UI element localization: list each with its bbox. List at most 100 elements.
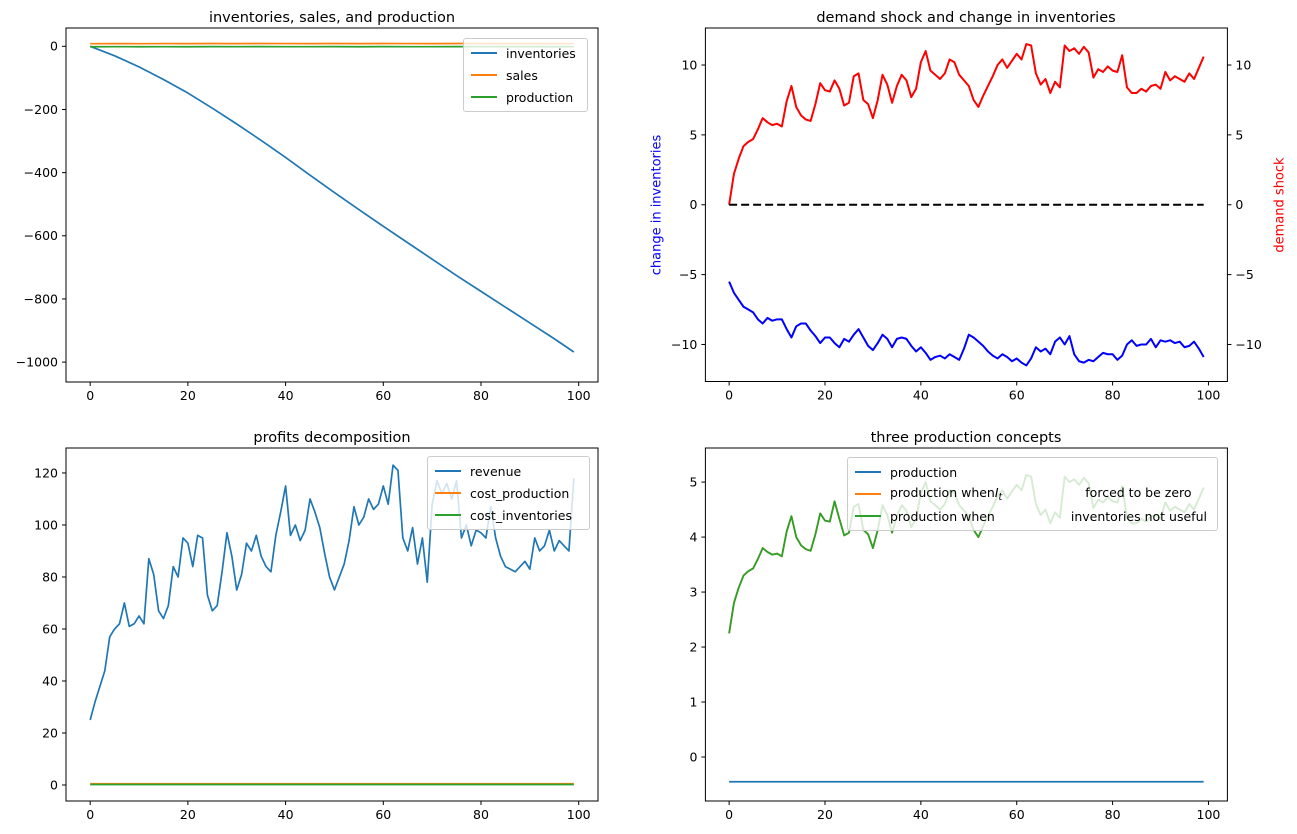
chart-title-production-concepts: three production concepts [870, 430, 1062, 446]
y-tick-label: 10 [681, 57, 697, 72]
x-tick-label: 60 [375, 388, 391, 403]
chart-title-demand-shock: demand shock and change in inventories [816, 10, 1116, 26]
line-inventories [89, 45, 575, 353]
x-tick-label: 40 [278, 807, 294, 822]
y-tick-label: 120 [34, 465, 58, 480]
y-tick-label: −800 [24, 291, 58, 306]
legend-inventories: inventories sales production [463, 38, 588, 112]
y-tick-label: −5 [679, 267, 697, 282]
y-tick-label: 0 [50, 777, 58, 792]
x-tick-label: 60 [1009, 388, 1025, 403]
legend-entry: production [471, 88, 579, 106]
legend-label: inventories [506, 45, 576, 61]
y-tick-label: 100 [34, 517, 58, 532]
x-tick-label: 80 [1105, 388, 1121, 403]
legend-line-sample [855, 471, 881, 473]
legend-line-sample [435, 492, 461, 494]
y-axis-label-change-in-inventories: change in inventories [649, 134, 665, 276]
x-tick-label: 80 [1105, 807, 1121, 822]
legend-line-sample [471, 52, 497, 54]
y-tick-label: −200 [24, 102, 58, 117]
legend-entry: production when It forced to be zero [855, 485, 1209, 503]
y-tick-label-right: 10 [1235, 57, 1251, 72]
axes-spines [65, 27, 599, 383]
x-tick-label: 20 [180, 388, 196, 403]
legend-entry: production when inventories not useful [855, 507, 1209, 525]
y-tick-label: −1000 [16, 354, 58, 369]
subplot-demand-shock: 0 20 40 60 80 100 10 5 0 −5 −10 10 5 0 −5 −10 demand sh… [648, 0, 1297, 417]
chart-title-inventories: inventories, sales, and production [208, 10, 456, 26]
y-tick-label: 0 [689, 197, 697, 212]
legend-production-concepts: production production when It forced to be… [847, 457, 1218, 531]
subplot-three-production-concepts: 0 20 40 60 80 100 0 1 2 3 4 5 three production conc… [648, 417, 1297, 834]
x-tick-label: 0 [725, 388, 733, 403]
legend-line-sample [855, 515, 881, 517]
y-tick-label: 20 [42, 725, 58, 740]
y-tick-label: −400 [24, 165, 58, 180]
legend-entry: inventories [471, 44, 579, 62]
axes-spines [704, 447, 1228, 802]
y-tick-label: 2 [689, 639, 697, 654]
y-tick-label: 40 [42, 673, 58, 688]
y-tick-label-right: 5 [1235, 127, 1243, 142]
y-axis-label-demand-shock: demand shock [1272, 157, 1288, 253]
legend-label: cost_production [470, 485, 570, 501]
x-tick-label: 0 [86, 807, 94, 822]
subplot-profits-decomposition: 0 20 40 60 80 100 0 20 40 60 80 100 120 profits deco… [0, 417, 648, 834]
x-tick-label: 20 [817, 807, 833, 822]
legend-label: sales [506, 67, 538, 83]
legend-label: production [506, 89, 574, 105]
legend-line-sample [471, 96, 497, 98]
x-tick-label: 100 [567, 388, 591, 403]
legend-label: revenue [470, 463, 522, 479]
legend-label: production when inventories not useful [890, 508, 1207, 524]
x-tick-label: 100 [1197, 807, 1221, 822]
x-tick-label: 40 [278, 388, 294, 403]
y-tick-label: −10 [671, 337, 697, 352]
y-tick-label: 80 [42, 569, 58, 584]
x-tick-label: 20 [817, 388, 833, 403]
line-demand-shock [728, 43, 1205, 205]
chart-canvas-demand-shock: 0 20 40 60 80 100 10 5 0 −5 −10 10 5 0 −5 −10 [671, 27, 1262, 403]
legend-label: production [890, 464, 958, 480]
y-tick-label-right: −5 [1235, 267, 1253, 282]
line-change-in-inventories [728, 281, 1205, 367]
legend-line-sample [855, 493, 881, 495]
y-tick-label: 5 [689, 127, 697, 142]
y-tick-label: 60 [42, 621, 58, 636]
legend-line-sample [435, 514, 461, 516]
x-tick-label: 80 [473, 807, 489, 822]
legend-entry: sales [471, 66, 579, 84]
x-tick-label: 40 [913, 388, 929, 403]
x-tick-label: 60 [1009, 807, 1025, 822]
x-tick-label: 0 [725, 807, 733, 822]
legend-entry: production [855, 463, 1209, 481]
x-tick-label: 40 [913, 807, 929, 822]
y-tick-label-right: −10 [1235, 337, 1261, 352]
legend-line-sample [471, 74, 497, 76]
x-tick-label: 20 [180, 807, 196, 822]
y-tick-label: 0 [689, 749, 697, 764]
x-tick-label: 100 [567, 807, 591, 822]
y-tick-label: 5 [689, 474, 697, 489]
y-tick-label: 1 [689, 694, 697, 709]
y-tick-label: 3 [689, 584, 697, 599]
y-tick-label-right: 0 [1235, 197, 1243, 212]
subplot-inventories-sales-production: 0 20 40 60 80 100 0 −200 −400 −600 −800 −1000 inven… [0, 0, 648, 417]
legend-entry: cost_production [435, 484, 581, 502]
legend-profits: revenue cost_production cost_inventories [427, 456, 590, 530]
legend-entry: cost_inventories [435, 506, 581, 524]
legend-entry: revenue [435, 462, 581, 480]
y-tick-label: 0 [50, 39, 58, 54]
axes-spines [65, 447, 599, 802]
x-tick-label: 60 [375, 807, 391, 822]
legend-line-sample [435, 470, 461, 472]
x-tick-label: 80 [473, 388, 489, 403]
x-tick-label: 100 [1197, 388, 1221, 403]
legend-label: production when It forced to be zero [890, 485, 1192, 503]
legend-label: cost_inventories [470, 507, 572, 523]
x-tick-label: 0 [86, 388, 94, 403]
y-tick-label: 4 [689, 529, 697, 544]
chart-title-profits: profits decomposition [253, 430, 411, 446]
